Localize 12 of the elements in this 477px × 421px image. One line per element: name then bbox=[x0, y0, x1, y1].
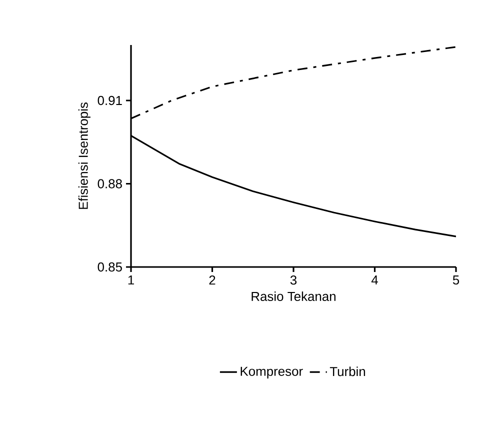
y-tick-label: 0.85 bbox=[98, 262, 122, 272]
y-axis-title: Efisiensi Isentropis bbox=[78, 102, 90, 209]
x-tick-label: 4 bbox=[371, 276, 378, 284]
x-tick-label: 3 bbox=[290, 276, 297, 285]
legend-label: Kompresor bbox=[240, 366, 303, 378]
legend-label: Turbin bbox=[330, 366, 366, 376]
y-tick-label: 0.91 bbox=[98, 96, 122, 106]
x-axis-title: Rasio Tekanan bbox=[252, 292, 336, 302]
x-tick-label: 1 bbox=[128, 276, 134, 284]
x-tick-label: 5 bbox=[452, 276, 460, 285]
x-tick-label: 2 bbox=[209, 276, 216, 285]
y-tick-label: 0.88 bbox=[98, 179, 122, 188]
